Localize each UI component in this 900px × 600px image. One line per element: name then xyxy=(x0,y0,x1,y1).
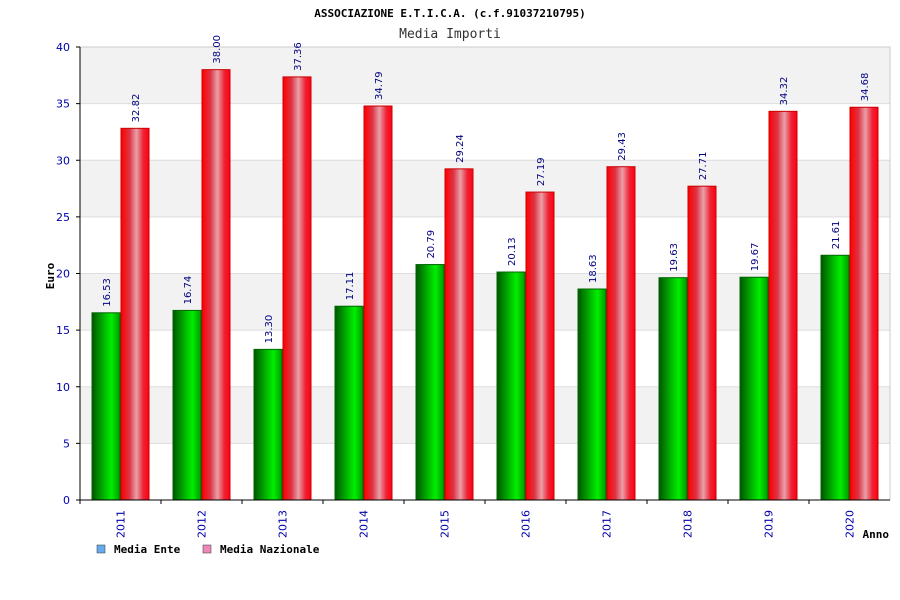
x-tick-label: 2012 xyxy=(196,510,209,538)
bar-media-nazionale xyxy=(444,168,474,501)
bar-media-nazionale xyxy=(363,105,393,501)
x-axis-ticks: 2011 2012 2013 2014 2015 2016 2017 2018 2019 2020 xyxy=(79,500,857,538)
data-label-media-ente: 19.63 xyxy=(669,243,680,272)
legend-item-media-ente: Media Ente xyxy=(96,543,181,556)
y-tick-label: 0 xyxy=(63,494,70,507)
data-label-media-nazionale: 27.71 xyxy=(698,152,709,181)
data-label-media-ente: 20.13 xyxy=(507,237,518,266)
data-label-media-nazionale: 32.82 xyxy=(131,94,142,123)
data-label-media-nazionale: 29.43 xyxy=(617,132,628,161)
legend-label-media-nazionale: Media Nazionale xyxy=(220,543,320,556)
bar-media-ente xyxy=(658,277,688,501)
legend-label-media-ente: Media Ente xyxy=(114,543,181,556)
x-tick-label: 2017 xyxy=(601,510,614,538)
data-label-media-ente: 20.79 xyxy=(426,230,437,259)
legend-swatch-media-nazionale xyxy=(202,544,212,554)
bar-media-ente xyxy=(334,305,364,501)
data-label-media-nazionale: 34.79 xyxy=(374,71,385,100)
data-label-media-ente: 16.53 xyxy=(102,278,113,307)
x-tick-label: 2016 xyxy=(520,510,533,538)
chart-title: ASSOCIAZIONE E.T.I.C.A. (c.f.91037210795… xyxy=(314,7,586,20)
bar-media-nazionale xyxy=(768,110,798,501)
legend: Media Ente Media Nazionale xyxy=(96,543,320,556)
bar-media-nazionale xyxy=(687,185,717,501)
bar-media-nazionale xyxy=(849,106,879,501)
y-tick-label: 35 xyxy=(56,98,70,111)
data-label-media-nazionale: 37.36 xyxy=(293,42,304,71)
bar-media-ente xyxy=(172,309,202,501)
data-label-media-ente: 13.30 xyxy=(264,315,275,344)
data-label-media-ente: 21.61 xyxy=(831,221,842,250)
x-tick-label: 2011 xyxy=(115,510,128,538)
bar-media-nazionale xyxy=(525,191,555,501)
legend-swatch-media-ente xyxy=(96,544,106,554)
data-label-media-nazionale: 29.24 xyxy=(455,134,466,163)
y-tick-label: 30 xyxy=(56,154,70,167)
x-tick-label: 2018 xyxy=(682,510,695,538)
data-label-media-nazionale: 38.00 xyxy=(212,35,223,64)
y-tick-label: 5 xyxy=(63,437,70,450)
data-label-media-nazionale: 34.32 xyxy=(779,77,790,106)
bar-media-nazionale xyxy=(201,69,231,501)
y-tick-label: 15 xyxy=(56,324,70,337)
data-label-media-ente: 18.63 xyxy=(588,254,599,283)
bar-media-ente xyxy=(253,348,283,501)
data-label-media-ente: 16.74 xyxy=(183,276,194,305)
x-tick-label: 2014 xyxy=(358,510,371,538)
y-tick-label: 20 xyxy=(56,268,70,281)
data-label-media-ente: 19.67 xyxy=(750,243,761,272)
y-tick-label: 25 xyxy=(56,211,70,224)
data-label-media-nazionale: 34.68 xyxy=(860,73,871,102)
chart-subtitle: Media Importi xyxy=(399,27,501,42)
y-axis-ticks: 0 5 10 15 20 25 30 35 40 xyxy=(56,41,80,507)
bar-media-ente xyxy=(820,254,850,501)
bar-media-ente xyxy=(577,288,607,501)
legend-item-media-nazionale: Media Nazionale xyxy=(202,543,320,556)
x-tick-label: 2013 xyxy=(277,510,290,538)
x-tick-label: 2020 xyxy=(844,510,857,538)
bar-media-ente xyxy=(496,271,526,501)
bar-media-ente xyxy=(415,264,445,501)
y-axis-label: Euro xyxy=(44,262,57,289)
bar-media-ente xyxy=(739,276,769,501)
bar-media-nazionale xyxy=(282,76,312,501)
value-labels: 16.53 32.82 16.74 38.00 13.30 37.36 17.11 34.79… xyxy=(102,35,871,343)
x-axis-label: Anno xyxy=(863,528,890,541)
y-tick-label: 40 xyxy=(56,41,70,54)
x-tick-label: 2019 xyxy=(763,510,776,538)
bar-media-ente xyxy=(91,312,121,501)
x-tick-label: 2015 xyxy=(439,510,452,538)
bar-media-nazionale xyxy=(606,166,636,501)
data-label-media-nazionale: 27.19 xyxy=(536,157,547,186)
data-label-media-ente: 17.11 xyxy=(345,272,356,301)
y-tick-label: 10 xyxy=(56,381,70,394)
bar-media-nazionale xyxy=(120,127,150,501)
